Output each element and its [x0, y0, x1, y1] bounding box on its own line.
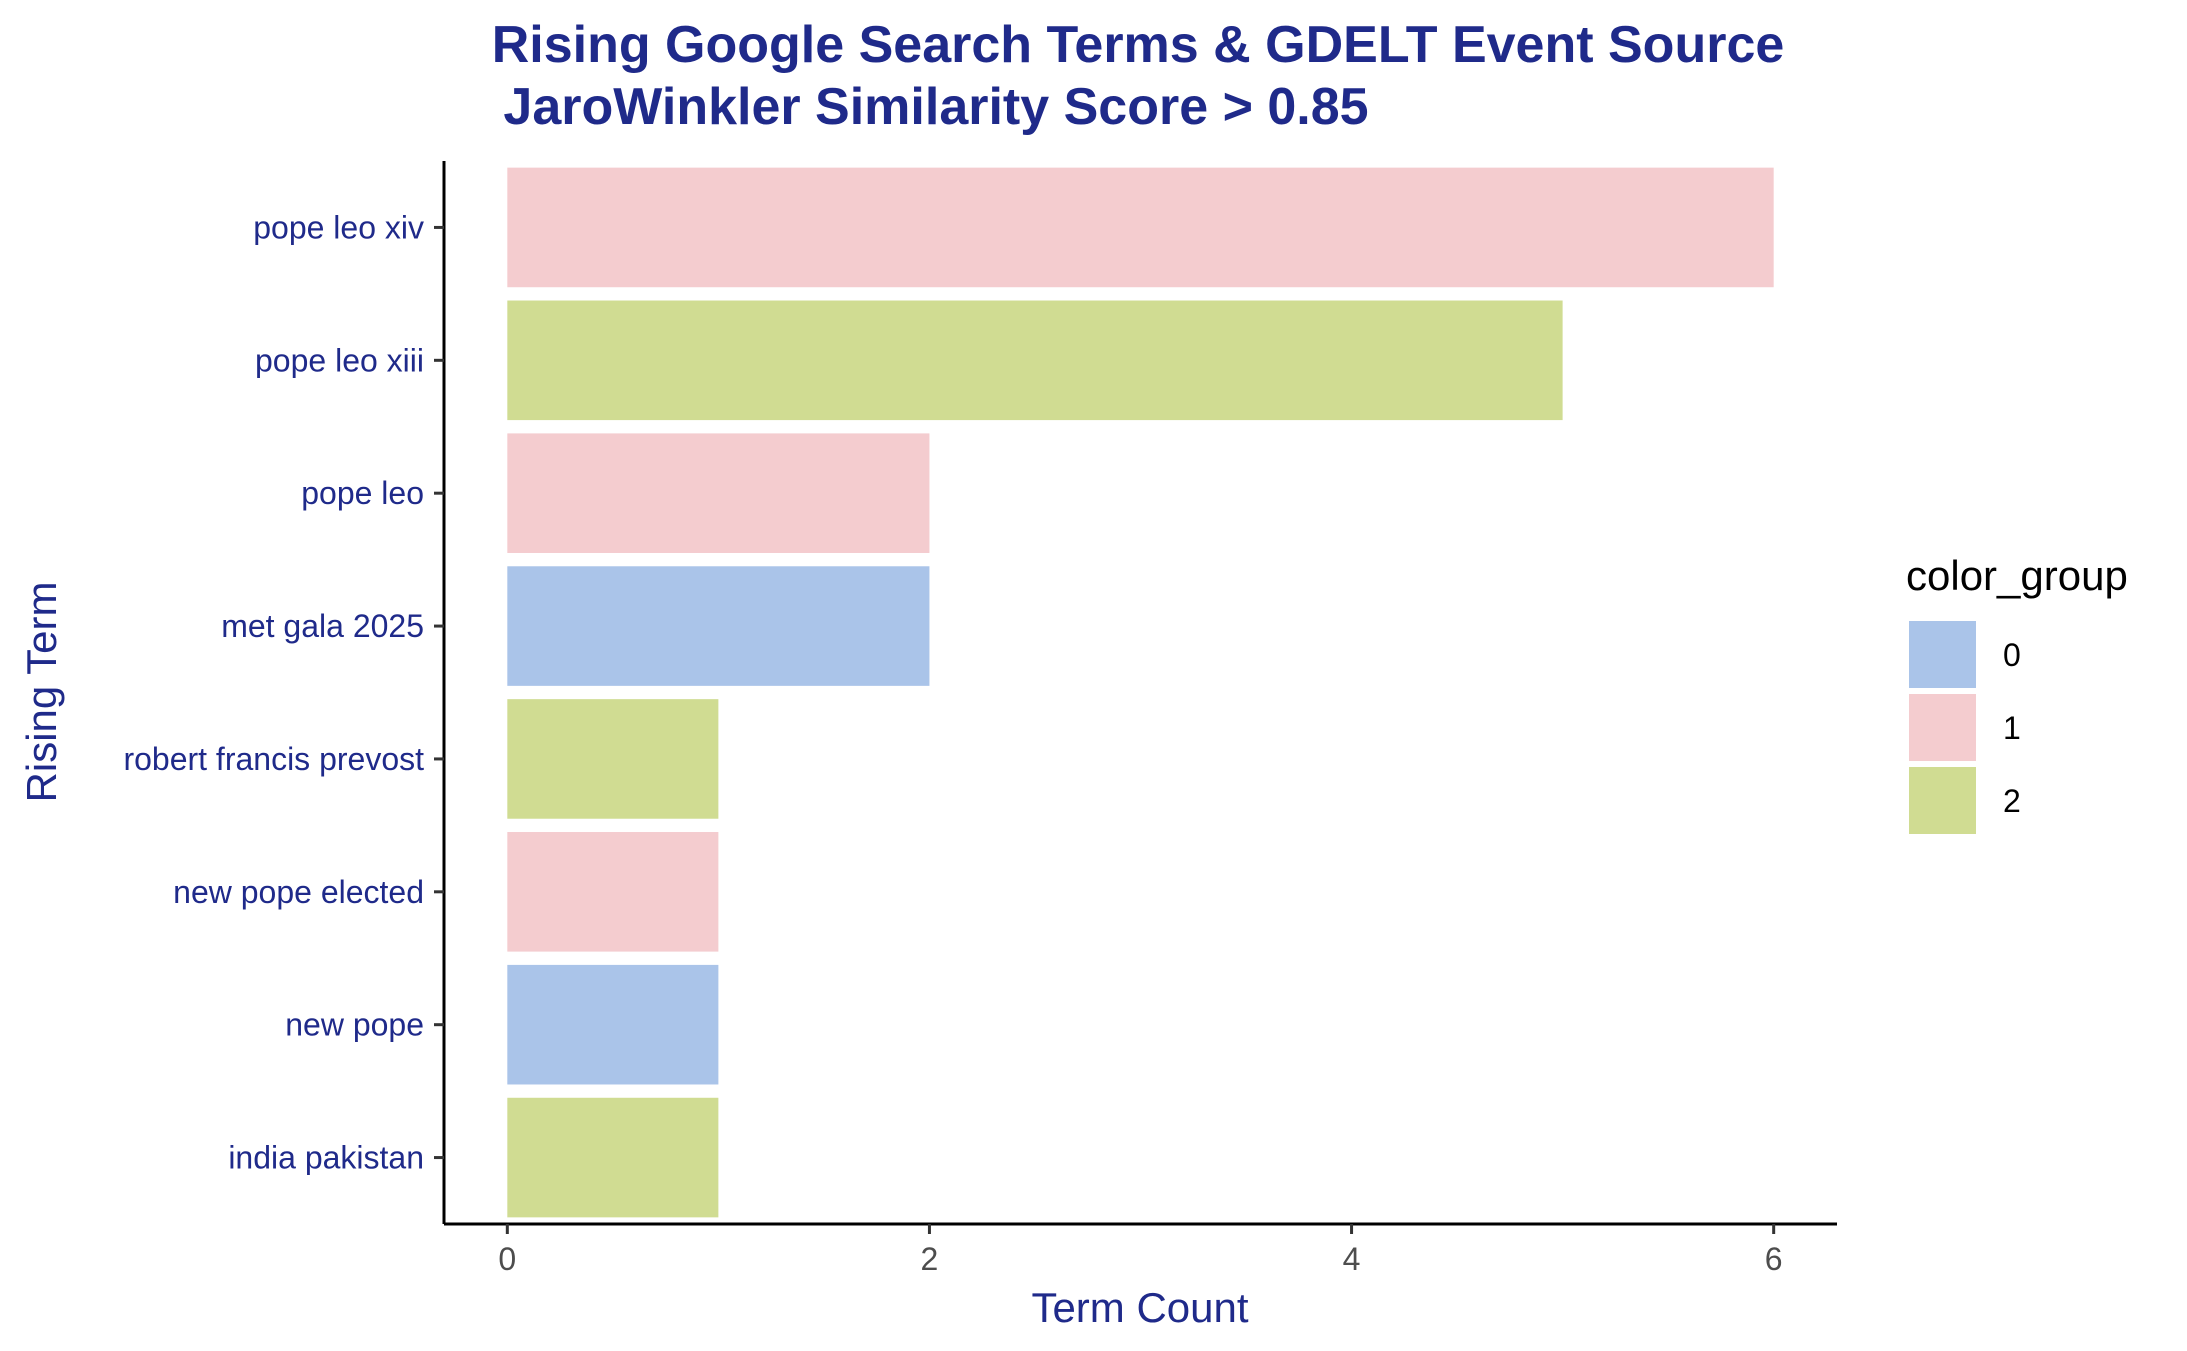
y-tick-label: new pope elected — [173, 874, 424, 910]
chart-subtitle: JaroWinkler Similarity Score > 0.85 — [503, 78, 1368, 136]
y-tick-label: robert francis prevost — [123, 741, 424, 777]
plot-area — [507, 167, 1774, 1218]
y-axis-title: Rising Term — [18, 582, 65, 803]
y-tick-label: met gala 2025 — [221, 608, 424, 644]
x-tick-label: 6 — [1765, 1241, 1783, 1277]
legend: color_group 0 1 2 — [1906, 552, 2128, 834]
legend-swatch-0 — [1909, 621, 1976, 688]
y-tick-label: new pope — [285, 1007, 424, 1043]
legend-label-2: 2 — [2003, 783, 2021, 819]
y-tick-label: pope leo — [301, 475, 424, 511]
chart-title: Rising Google Search Terms & GDELT Event… — [492, 16, 1785, 74]
y-tick-label: india pakistan — [228, 1140, 424, 1176]
legend-title: color_group — [1906, 552, 2128, 599]
x-axis-title: Term Count — [1031, 1284, 1248, 1331]
bar-new-pope-elected — [507, 832, 719, 952]
bar-new-pope — [507, 964, 719, 1085]
bar-india-pakistan — [507, 1097, 719, 1218]
y-tick-label: pope leo xiii — [255, 342, 424, 378]
x-tick-label: 0 — [498, 1241, 516, 1277]
y-tick-label: pope leo xiv — [253, 209, 424, 245]
legend-swatch-2 — [1909, 767, 1976, 834]
bar-robert-francis-prevost — [507, 699, 719, 819]
y-axis-ticks: pope leo xiv pope leo xiii pope leo met gal… — [123, 209, 444, 1176]
bar-pope-leo — [507, 433, 930, 553]
x-axis-ticks: 0 2 4 6 — [498, 1224, 1783, 1277]
x-tick-label: 2 — [921, 1241, 939, 1277]
legend-label-1: 1 — [2003, 710, 2021, 746]
x-tick-label: 4 — [1343, 1241, 1361, 1277]
bar-pope-leo-xiv — [507, 167, 1774, 288]
legend-swatch-1 — [1909, 694, 1976, 761]
bar-met-gala-2025 — [507, 566, 930, 686]
legend-label-0: 0 — [2003, 637, 2021, 673]
bar-pope-leo-xiii — [507, 300, 1563, 421]
